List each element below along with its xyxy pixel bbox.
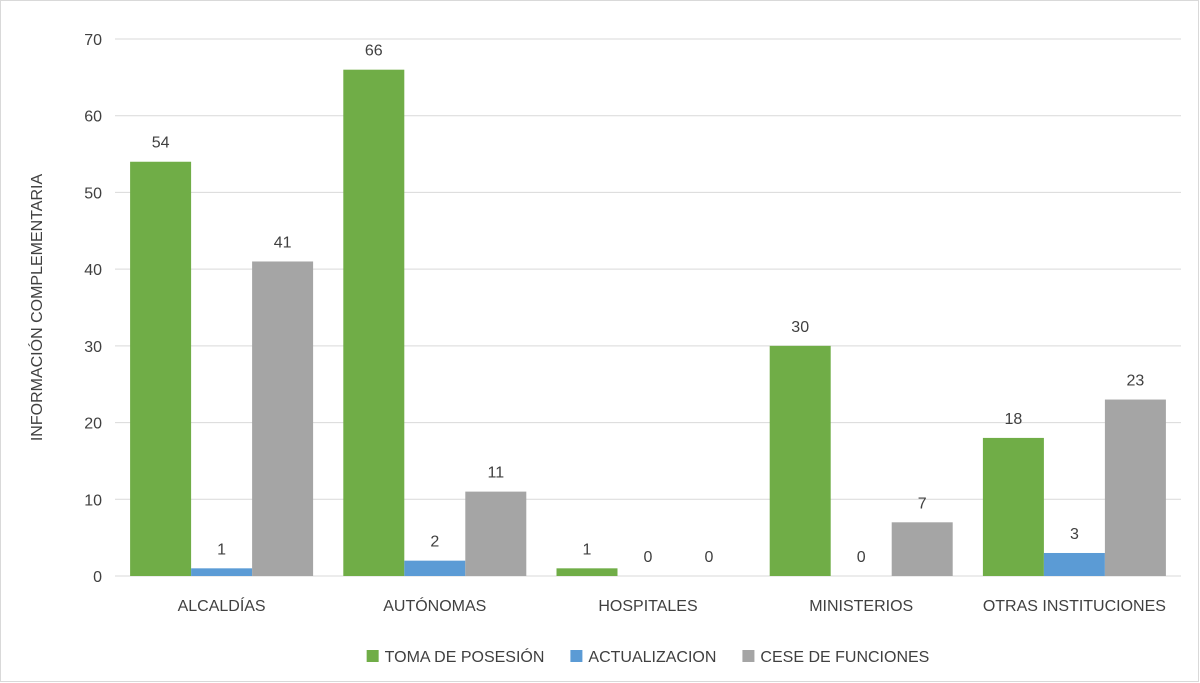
- bars: [130, 69, 1166, 576]
- data-label: 2: [430, 534, 439, 551]
- bar: [343, 69, 405, 576]
- bar: [191, 568, 253, 576]
- x-category-label: MINISTERIOS: [809, 598, 913, 615]
- y-tick-label: 60: [84, 109, 102, 126]
- data-label: 0: [644, 549, 653, 566]
- bar: [982, 437, 1044, 576]
- legend-swatch: [366, 650, 379, 662]
- y-tick-label: 40: [84, 262, 102, 279]
- x-category-label: ALCALDÍAS: [178, 596, 266, 615]
- legend-label: TOMA DE POSESIÓN: [385, 647, 545, 666]
- data-label: 54: [152, 135, 170, 152]
- y-axis-ticks: 0 10 20 30 40 50 60 70: [84, 32, 102, 586]
- data-label: 18: [1005, 411, 1023, 428]
- bar: [130, 161, 192, 576]
- bar: [252, 261, 314, 576]
- x-axis-categories: ALCALDÍAS AUTÓNOMAS HOSPITALES MINISTERIOS O…: [178, 596, 1166, 615]
- y-axis-title: INFORMACIÓN COMPLEMENTARIA: [27, 174, 46, 442]
- data-label: 1: [217, 541, 226, 558]
- data-label: 66: [365, 43, 383, 60]
- bar: [891, 522, 953, 576]
- data-label: 11: [487, 465, 504, 482]
- y-tick-label: 20: [84, 416, 102, 433]
- x-category-label: AUTÓNOMAS: [383, 596, 486, 615]
- x-category-label: HOSPITALES: [598, 598, 697, 615]
- legend-label: ACTUALIZACION: [588, 649, 716, 666]
- data-label: 0: [857, 549, 866, 566]
- data-label: 1: [583, 541, 592, 558]
- bar: [1104, 399, 1166, 576]
- data-label: 0: [705, 549, 714, 566]
- data-label: 41: [274, 234, 292, 251]
- data-label: 7: [918, 495, 927, 512]
- data-label: 30: [791, 319, 809, 336]
- legend-swatch: [570, 650, 583, 662]
- data-label: 23: [1127, 373, 1145, 390]
- y-tick-label: 0: [93, 569, 102, 586]
- bar: [404, 560, 466, 576]
- bar: [556, 568, 618, 576]
- data-label: 3: [1070, 526, 1079, 543]
- bar: [465, 491, 527, 576]
- bar: [1043, 552, 1105, 576]
- y-tick-label: 50: [84, 185, 102, 202]
- bar: [769, 345, 831, 576]
- x-category-label: OTRAS INSTITUCIONES: [983, 598, 1166, 615]
- y-tick-label: 70: [84, 32, 102, 49]
- y-tick-label: 10: [84, 492, 102, 509]
- legend-label: CESE DE FUNCIONES: [760, 649, 929, 666]
- y-tick-label: 30: [84, 339, 102, 356]
- legend-swatch: [742, 650, 755, 662]
- legend: TOMA DE POSESIÓN ACTUALIZACION CESE DE FUN…: [366, 647, 929, 666]
